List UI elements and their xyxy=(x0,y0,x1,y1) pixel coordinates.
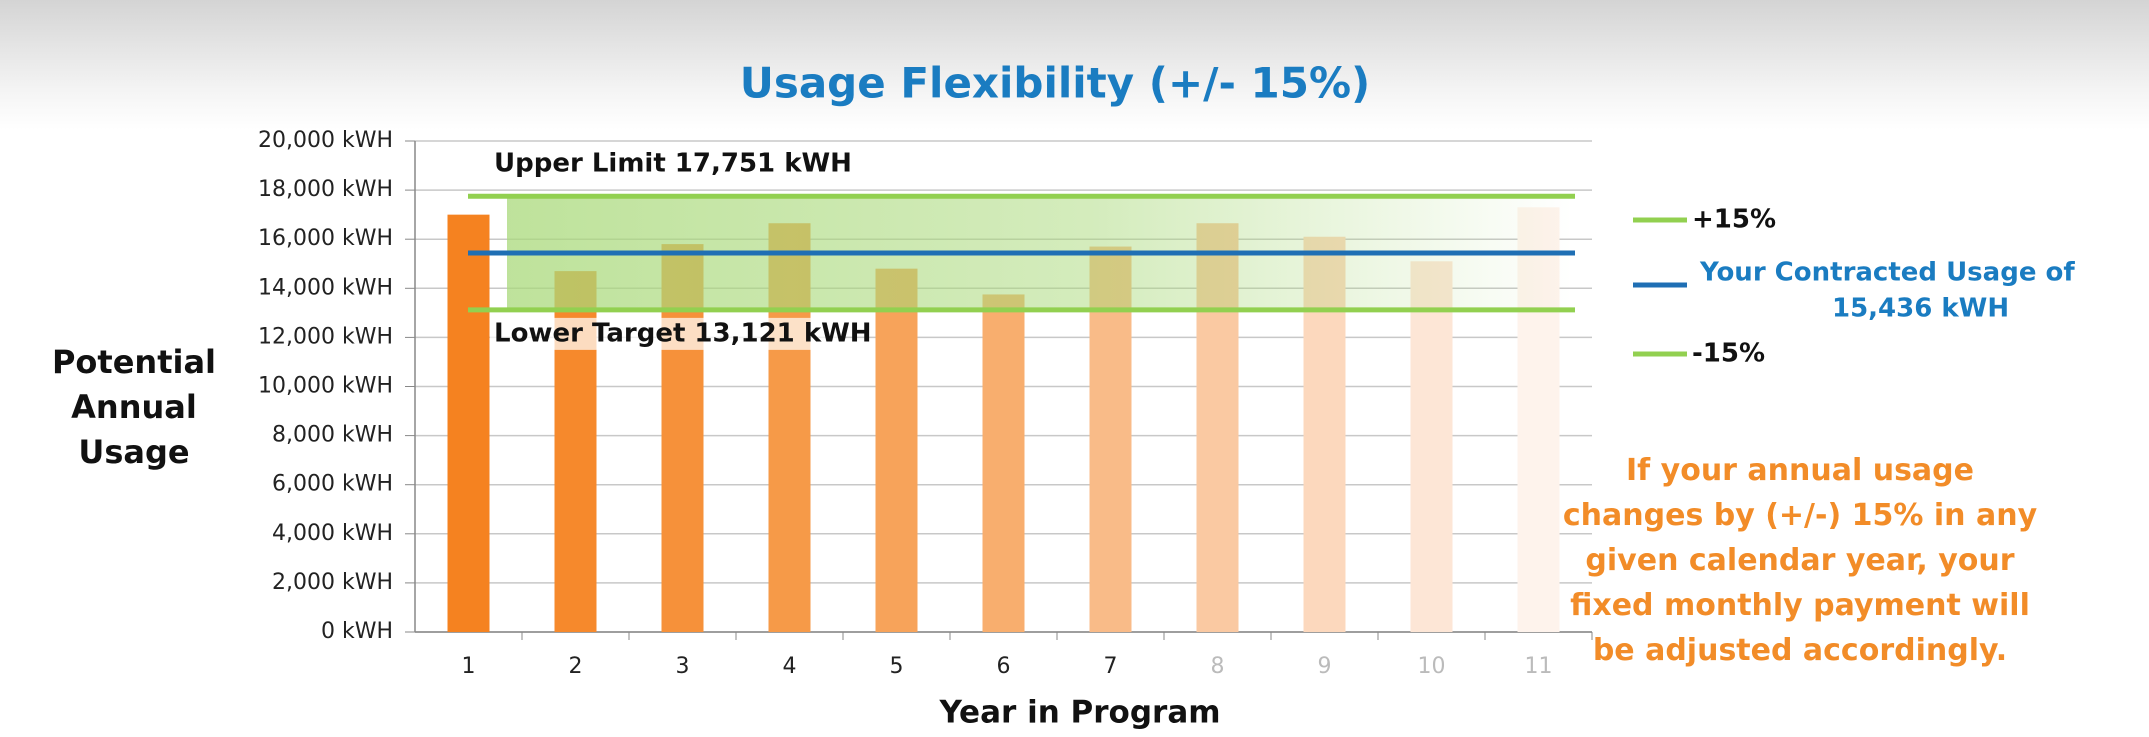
x-tick-label: 2 xyxy=(569,654,583,679)
x-tick-label: 6 xyxy=(997,654,1011,679)
y-tick-label: 20,000 kWH xyxy=(258,128,393,153)
x-axis-title: Year in Program xyxy=(938,695,1220,731)
y-tick-label: 14,000 kWH xyxy=(258,275,393,300)
bar xyxy=(876,269,918,632)
x-tick-label: 1 xyxy=(462,654,476,679)
x-tick-label: 5 xyxy=(890,654,904,679)
y-tick-label: 10,000 kWH xyxy=(258,374,393,399)
page: Usage Flexibility (+/- 15%) Year in Prog… xyxy=(0,0,2149,737)
legend-label: +15% xyxy=(1692,205,1776,235)
bar xyxy=(983,294,1025,632)
bar xyxy=(448,215,490,632)
x-tick-label: 3 xyxy=(676,654,690,679)
y-tick-label: 8,000 kWH xyxy=(272,423,393,448)
x-tick-label: 8 xyxy=(1211,654,1225,679)
reference-label: Upper Limit 17,751 kWH xyxy=(494,149,852,179)
legend-label: Your Contracted Usage of xyxy=(1699,258,2075,288)
legend-value: 15,436 kWH xyxy=(1832,294,2009,324)
x-tick-label: 4 xyxy=(783,654,797,679)
x-tick-label: 10 xyxy=(1418,654,1446,679)
y-tick-label: 12,000 kWH xyxy=(258,324,393,349)
y-tick-label: 0 kWH xyxy=(321,619,393,644)
y-tick-label: 2,000 kWH xyxy=(272,570,393,595)
legend-label: -15% xyxy=(1692,339,1765,369)
y-tick-label: 6,000 kWH xyxy=(272,472,393,497)
y-tick-label: 18,000 kWH xyxy=(258,177,393,202)
x-tick-label: 11 xyxy=(1525,654,1553,679)
chart-title: Usage Flexibility (+/- 15%) xyxy=(740,59,1371,108)
reference-label: Lower Target 13,121 kWH xyxy=(494,318,872,348)
y-tick-label: 4,000 kWH xyxy=(272,521,393,546)
x-tick-label: 7 xyxy=(1104,654,1118,679)
y-tick-label: 16,000 kWH xyxy=(258,226,393,251)
x-tick-label: 9 xyxy=(1318,654,1332,679)
y-axis-title: Potential Annual Usage xyxy=(44,340,224,475)
annotation: If your annual usage changes by (+/-) 15… xyxy=(1560,448,2040,673)
